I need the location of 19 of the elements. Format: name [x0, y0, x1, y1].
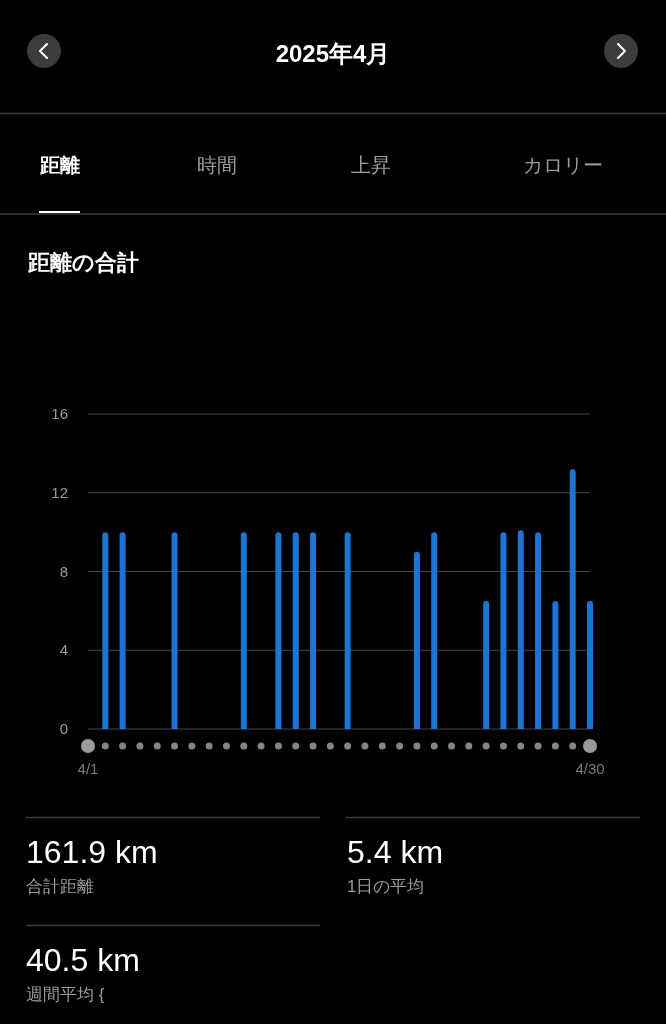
annotation: 5.4 km — [347, 834, 444, 870]
ytick-label: 8 — [59, 562, 68, 580]
annotation: 40.5 km — [26, 942, 140, 978]
annotation: 上昇 — [351, 154, 391, 176]
xtick-label: 4/30 — [575, 760, 605, 777]
title: 2025年4月 — [275, 40, 391, 67]
ytick-label: 0 — [59, 720, 68, 737]
annotation: 161.9 km — [26, 834, 158, 870]
annotation: 距離 — [40, 154, 80, 176]
annotation: 時間 — [197, 154, 237, 176]
annotation: 1日の平均 — [347, 877, 425, 896]
annotation: 合計距離 — [26, 877, 94, 896]
ytick-label: 12 — [51, 483, 68, 501]
ytick-label: 16 — [51, 405, 68, 422]
ytick-label: 4 — [59, 641, 68, 659]
annotation: カロリー — [523, 154, 603, 176]
annotation: 週間平均 { — [26, 985, 105, 1004]
xtick-label: 4/1 — [77, 760, 99, 777]
subtitle: 距離の合計 — [28, 250, 139, 275]
